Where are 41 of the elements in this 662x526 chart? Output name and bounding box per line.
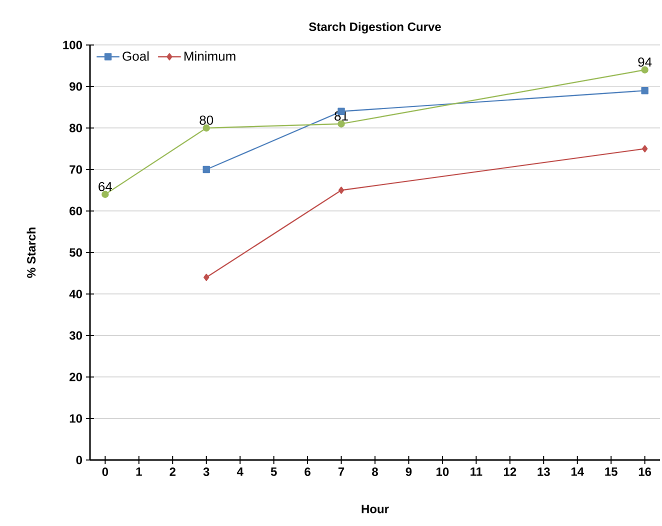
y-tick-label: 0 (76, 456, 82, 464)
x-tick-label: 6 (304, 468, 310, 476)
x-tick-label: 10 (436, 468, 449, 476)
data-label: 80 (200, 116, 214, 125)
y-tick-label: 10 (70, 414, 82, 423)
x-tick-label: 9 (406, 468, 412, 476)
x-tick-label: 7 (338, 468, 344, 476)
point (202, 166, 210, 174)
x-tick-label: 11 (470, 468, 482, 476)
data-label: 64 (98, 182, 112, 192)
point (204, 274, 210, 281)
x-tick-label: 8 (372, 468, 378, 476)
y-tick-label: 50 (70, 248, 82, 257)
x-tick-label: 12 (504, 468, 516, 476)
point (642, 145, 648, 152)
x-tick-label: 3 (203, 468, 210, 476)
point (338, 186, 344, 194)
legend-label: Goal (122, 51, 149, 61)
x-axis-title: Hour (362, 504, 389, 514)
y-tick-label: 100 (63, 40, 82, 50)
x-tick-label: 15 (605, 468, 618, 476)
x-tick-label: 1 (136, 468, 142, 476)
y-tick-label: 60 (70, 206, 82, 216)
x-tick-label: 5 (270, 468, 277, 476)
y-tick-label: 30 (69, 331, 82, 340)
point (641, 87, 648, 94)
x-tick-label: 0 (102, 468, 108, 476)
x-tick-label: 16 (638, 468, 652, 476)
x-tick-label: 14 (571, 468, 584, 476)
x-tick-label: 13 (538, 468, 550, 476)
y-tick-label: 20 (70, 372, 82, 382)
chart-title: Starch Digestion Curve (309, 22, 441, 34)
y-tick-label: 80 (70, 124, 82, 132)
data-label: 94 (638, 57, 652, 67)
y-tick-label: 70 (70, 165, 82, 174)
x-tick-label: 2 (170, 468, 176, 476)
legend-label: Minimum (184, 51, 236, 61)
y-axis-title: % Starch (26, 228, 36, 278)
y-tick-label: 90 (70, 82, 82, 91)
y-tick-label: 40 (69, 290, 82, 298)
x-tick-label: 4 (236, 468, 244, 476)
